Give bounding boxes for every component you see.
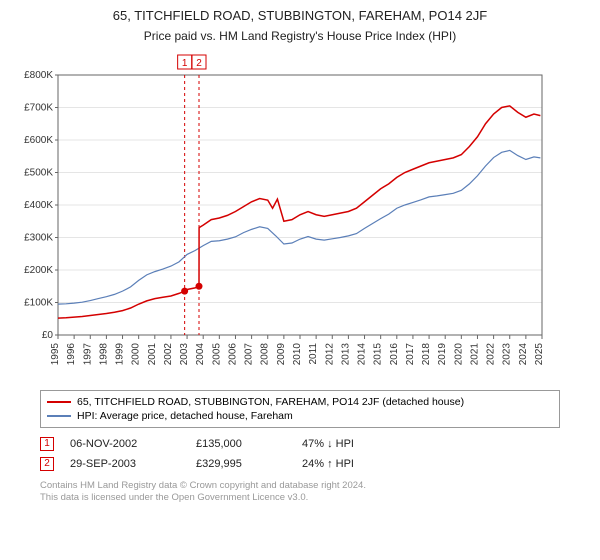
svg-text:£500K: £500K (24, 168, 53, 179)
svg-text:2011: 2011 (308, 343, 319, 365)
sales-list: 1 06-NOV-2002 £135,000 47% ↓ HPI 2 29-SEP-200… (40, 434, 560, 474)
svg-text:1997: 1997 (82, 343, 93, 366)
svg-text:1: 1 (182, 58, 188, 69)
svg-text:1995: 1995 (50, 343, 61, 366)
footer-line: This data is licensed under the Open Gov… (40, 492, 560, 504)
sale-marker-icon: 2 (40, 457, 54, 471)
svg-text:£200K: £200K (24, 265, 53, 276)
footer-attribution: Contains HM Land Registry data © Crown c… (40, 480, 560, 505)
svg-text:2004: 2004 (195, 343, 206, 366)
legend: 65, TITCHFIELD ROAD, STUBBINGTON, FAREHA… (40, 390, 560, 428)
svg-text:2024: 2024 (518, 343, 529, 366)
svg-text:2020: 2020 (453, 343, 464, 366)
sale-delta: 24% ↑ HPI (302, 458, 402, 470)
svg-text:2018: 2018 (421, 343, 432, 366)
sale-date: 29-SEP-2003 (70, 458, 180, 470)
sale-row: 2 29-SEP-2003 £329,995 24% ↑ HPI (40, 454, 560, 474)
svg-text:£600K: £600K (24, 135, 53, 146)
svg-text:2014: 2014 (357, 343, 368, 366)
svg-text:2016: 2016 (389, 343, 400, 366)
sale-marker-icon: 1 (40, 437, 54, 451)
chart-title-main: 65, TITCHFIELD ROAD, STUBBINGTON, FAREHA… (10, 8, 590, 23)
svg-text:2021: 2021 (469, 343, 480, 366)
svg-text:£800K: £800K (24, 70, 53, 81)
svg-text:2: 2 (196, 58, 202, 69)
svg-text:£300K: £300K (24, 233, 53, 244)
legend-item-hpi: HPI: Average price, detached house, Fare… (47, 409, 553, 423)
legend-label: HPI: Average price, detached house, Fare… (77, 410, 293, 422)
svg-text:2003: 2003 (179, 343, 190, 366)
legend-label: 65, TITCHFIELD ROAD, STUBBINGTON, FAREHA… (77, 396, 464, 408)
svg-text:2025: 2025 (534, 343, 545, 366)
svg-text:1999: 1999 (115, 343, 126, 366)
line-chart: £0 £100K £200K £300K £400K £500K £600K £700K £80… (10, 49, 590, 384)
svg-text:2017: 2017 (405, 343, 416, 366)
svg-text:2000: 2000 (131, 343, 142, 366)
chart-svg: £0 £100K £200K £300K £400K £500K £600K £700K £80… (10, 49, 570, 379)
svg-text:2008: 2008 (260, 343, 271, 366)
svg-text:2009: 2009 (276, 343, 287, 366)
legend-swatch (47, 415, 71, 417)
svg-text:2012: 2012 (324, 343, 335, 366)
svg-text:2010: 2010 (292, 343, 303, 366)
chart-title-sub: Price paid vs. HM Land Registry's House … (10, 29, 590, 43)
svg-text:2002: 2002 (163, 343, 174, 366)
svg-text:2007: 2007 (244, 343, 255, 366)
footer-line: Contains HM Land Registry data © Crown c… (40, 480, 560, 492)
svg-text:2006: 2006 (227, 343, 238, 366)
sale-price: £135,000 (196, 438, 286, 450)
svg-text:2015: 2015 (373, 343, 384, 366)
sale-date: 06-NOV-2002 (70, 438, 180, 450)
svg-text:2001: 2001 (147, 343, 158, 366)
sale-row: 1 06-NOV-2002 £135,000 47% ↓ HPI (40, 434, 560, 454)
svg-text:£700K: £700K (24, 103, 53, 114)
svg-text:2013: 2013 (340, 343, 351, 366)
sale-delta: 47% ↓ HPI (302, 438, 402, 450)
svg-text:2005: 2005 (211, 343, 222, 366)
svg-text:2019: 2019 (437, 343, 448, 366)
svg-text:1996: 1996 (66, 343, 77, 366)
legend-swatch (47, 401, 71, 403)
svg-text:2022: 2022 (486, 343, 497, 366)
svg-text:£0: £0 (42, 330, 54, 341)
svg-text:£100K: £100K (24, 298, 53, 309)
sale-price: £329,995 (196, 458, 286, 470)
svg-text:1998: 1998 (98, 343, 109, 366)
legend-item-property: 65, TITCHFIELD ROAD, STUBBINGTON, FAREHA… (47, 395, 553, 409)
svg-text:£400K: £400K (24, 200, 53, 211)
svg-text:2023: 2023 (502, 343, 513, 366)
